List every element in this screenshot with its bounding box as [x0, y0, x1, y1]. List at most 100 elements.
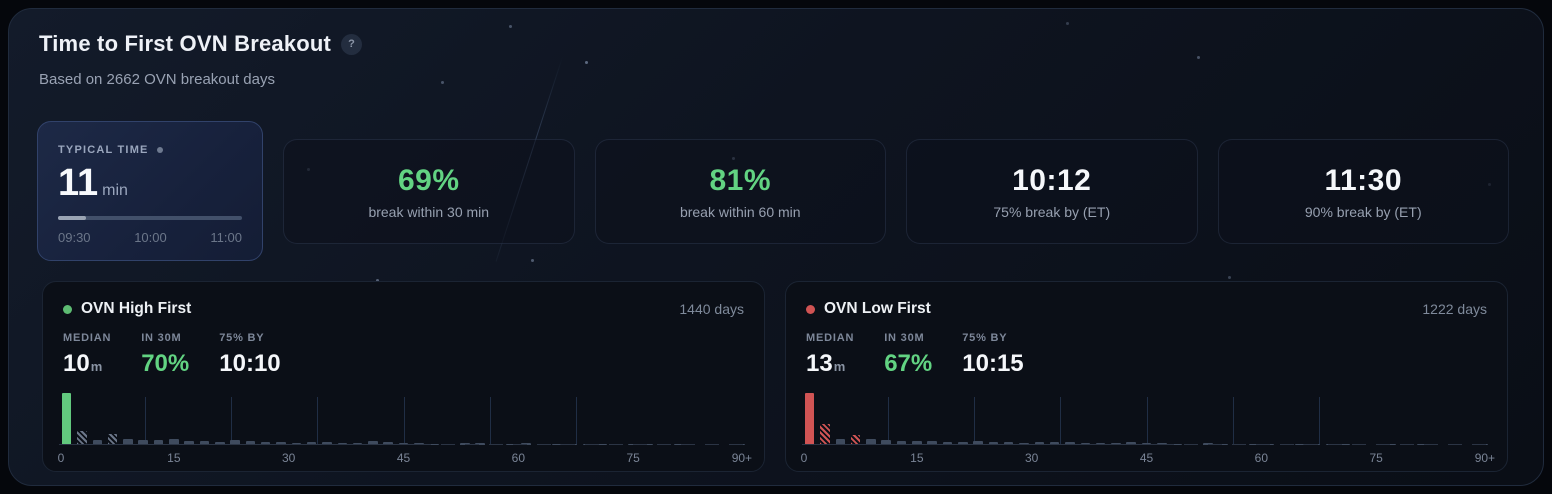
gridline: [1232, 397, 1234, 445]
typical-time-unit: min: [102, 182, 128, 199]
histogram-bar: [368, 441, 378, 445]
tick-1000: 10:00: [134, 230, 167, 245]
panel-ovn-low-first: OVN Low First 1222 days MEDIAN 13m IN 30…: [785, 281, 1508, 472]
stat-75-by: 75% BY 10:15: [962, 332, 1024, 377]
typical-time-ticks: 09:30 10:00 11:00: [58, 230, 242, 245]
gridline: [489, 397, 491, 445]
histogram-bar: [398, 442, 409, 445]
histogram-baseline: [59, 444, 748, 445]
histogram-bar: [383, 442, 393, 445]
x-tick-label: 30: [1024, 451, 1039, 465]
panel-header: OVN Low First 1222 days: [806, 300, 1487, 318]
stat-card-75-break-by: 10:12 75% break by (ET): [906, 139, 1198, 244]
gridline: [888, 397, 890, 445]
x-tick-label: 60: [1254, 451, 1269, 465]
panel-title: OVN High First: [81, 300, 192, 317]
histogram-bar: [184, 440, 194, 445]
panel-title: OVN Low First: [824, 300, 931, 317]
x-tick-label: 90+: [1474, 451, 1496, 465]
histogram-bar: [804, 393, 815, 445]
histogram-bars: [802, 393, 1491, 445]
gridline: [1318, 397, 1320, 445]
histogram-bar: [245, 441, 256, 445]
histogram-bars: [59, 393, 748, 445]
gridline: [317, 397, 319, 445]
stat-value: 11:30: [1324, 163, 1403, 197]
histogram-bar: [927, 441, 937, 445]
histogram-bar: [92, 440, 103, 445]
histogram-bar: [1080, 442, 1091, 445]
typical-time-number: 11: [58, 162, 99, 204]
stat-value: 69%: [397, 163, 460, 197]
panel-stats: MEDIAN 13m IN 30M 67% 75% BY 10:15: [806, 332, 1487, 378]
breakout-stats-panel: Time to First OVN Breakout? Based on 266…: [8, 8, 1544, 486]
histogram-bar: [306, 441, 317, 445]
histogram-bar: [260, 441, 271, 445]
help-icon[interactable]: ?: [341, 34, 363, 55]
histogram-bar: [1065, 442, 1075, 445]
histogram-bar: [123, 438, 133, 445]
panel-days-count: 1222 days: [1422, 301, 1487, 317]
stat-card-break-30: 69% break within 30 min: [283, 139, 575, 244]
panel-header: OVN High First 1440 days: [63, 300, 744, 318]
histogram-bar: [973, 440, 983, 445]
histogram-bar: [912, 440, 922, 445]
histogram-bar: [1111, 442, 1121, 445]
gridline: [1146, 397, 1148, 445]
stat-in-30m: IN 30M 67%: [884, 332, 933, 377]
gridline: [145, 397, 147, 445]
histogram-bar: [1034, 442, 1045, 445]
stat-value: 81%: [709, 163, 772, 197]
typical-time-progress-fill: [58, 216, 86, 220]
x-tick-label: 15: [910, 451, 924, 465]
histogram-bar: [988, 441, 999, 445]
x-tick-label: 90+: [731, 451, 753, 465]
page-title-text: Time to First OVN Breakout: [39, 31, 332, 56]
histogram-bar: [138, 439, 148, 445]
gridline: [974, 397, 976, 445]
x-tick-label: 60: [511, 451, 526, 465]
histogram-bar: [1003, 442, 1014, 445]
histogram-x-axis: 0 15 30 45 60 75 90+: [800, 451, 1495, 465]
histogram-x-axis: 0 15 30 45 60 75 90+: [57, 451, 752, 465]
x-tick-label: 30: [281, 451, 296, 465]
stat-label: 75% break by (ET): [993, 203, 1111, 220]
x-tick-label: 75: [626, 451, 640, 465]
red-dot-icon: [806, 304, 815, 314]
histogram-bar: [107, 433, 118, 445]
page-title: Time to First OVN Breakout?: [39, 31, 363, 57]
panel-days-count: 1440 days: [679, 301, 744, 317]
histogram-bar: [199, 441, 210, 445]
panel-stats: MEDIAN 10m IN 30M 70% 75% BY 10:10: [63, 332, 744, 378]
histogram-bar: [1049, 441, 1060, 445]
histogram-bar: [77, 431, 87, 445]
x-tick-label: 75: [1369, 451, 1383, 465]
histogram-high-first: [59, 393, 748, 445]
histogram-bar: [850, 434, 861, 445]
stat-card-90-break-by: 11:30 90% break by (ET): [1217, 139, 1509, 244]
histogram-bar: [1019, 442, 1029, 445]
summary-cards-row: TYPICAL TIME 11 min 09:30 10:00 11:00 69%…: [37, 121, 1509, 261]
gridline: [403, 397, 405, 445]
histogram-bar: [835, 438, 846, 445]
histogram-bar: [276, 442, 286, 445]
page-subtitle: Based on 2662 OVN breakout days: [39, 71, 275, 88]
histogram-bar: [215, 441, 225, 445]
histogram-bar: [881, 439, 891, 445]
stat-label: 90% break by (ET): [1304, 203, 1422, 220]
histogram-low-first: [802, 393, 1491, 445]
panel-ovn-high-first: OVN High First 1440 days MEDIAN 10m IN 3…: [42, 281, 765, 472]
histogram-baseline: [802, 444, 1491, 445]
stat-card-break-60: 81% break within 60 min: [594, 139, 886, 244]
typical-time-label: TYPICAL TIME: [58, 144, 242, 156]
histogram-bar: [942, 441, 953, 445]
green-dot-icon: [63, 304, 72, 314]
histogram-bar: [460, 442, 470, 445]
x-tick-label: 0: [57, 451, 65, 465]
gridline: [231, 397, 233, 445]
histogram-bar: [153, 440, 164, 445]
x-tick-label: 0: [800, 451, 808, 465]
histogram-bar: [896, 440, 907, 445]
stat-in-30m: IN 30M 70%: [141, 332, 190, 377]
stat-value: 10:12: [1012, 163, 1092, 197]
